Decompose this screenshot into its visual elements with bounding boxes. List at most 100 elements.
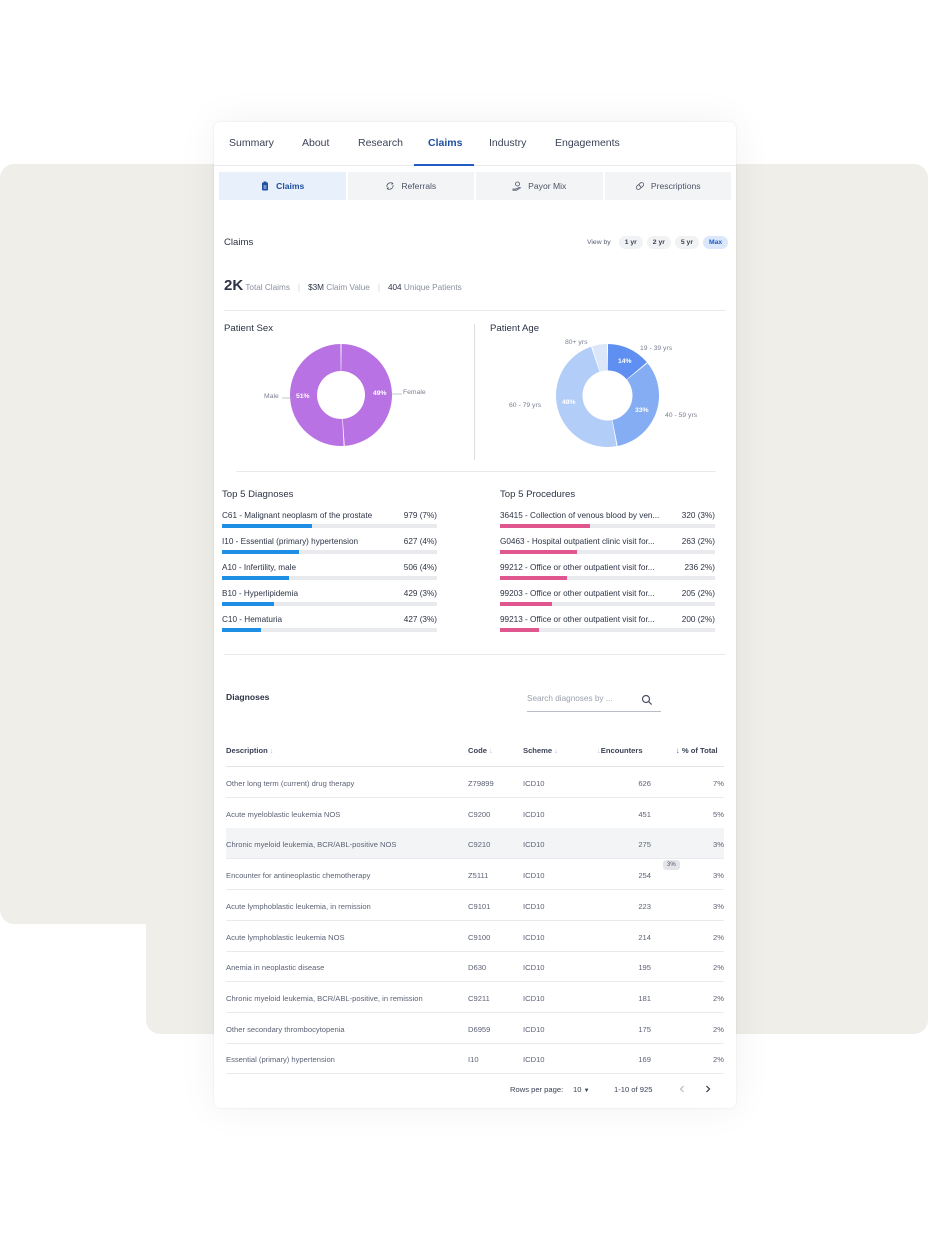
age-40-59-label: 40 - 59 yrs bbox=[665, 412, 698, 419]
procedure-value: 200 (2%) bbox=[681, 615, 715, 624]
procedure-row[interactable]: 36415 - Collection of venous blood by ve… bbox=[500, 511, 715, 537]
diagnosis-row[interactable]: C61 - Malignant neoplasm of the prostate… bbox=[222, 511, 437, 537]
col-description-label: Description bbox=[226, 746, 268, 755]
table-row[interactable]: Acute lymphoblastic leukemia, in remissi… bbox=[226, 890, 724, 921]
diagnosis-label: A10 - Infertility, male bbox=[222, 563, 297, 572]
col-pct-total[interactable]: ↓ % of Total bbox=[674, 746, 718, 755]
search-icon[interactable] bbox=[641, 694, 653, 706]
table-row[interactable]: Other long term (current) drug therapy Z7… bbox=[226, 767, 724, 798]
age-19-39-pct: 14% bbox=[618, 358, 632, 365]
col-scheme-label: Scheme bbox=[523, 746, 553, 755]
diagnosis-value: 627 (4%) bbox=[403, 537, 437, 546]
procedure-label: G0463 - Hospital outpatient clinic visit… bbox=[500, 537, 655, 546]
procedure-bar-fill bbox=[500, 550, 578, 554]
age-slice-0[interactable] bbox=[607, 344, 647, 380]
cell-code: C9100 bbox=[468, 932, 491, 942]
cell-description: Other secondary thrombocytopenia bbox=[226, 1024, 345, 1034]
subtab-payor-mix-label: Payor Mix bbox=[528, 181, 567, 191]
claim-value-label: Claim Value bbox=[326, 283, 370, 292]
table-row[interactable]: Chronic myeloid leukemia, BCR/ABL-positi… bbox=[226, 828, 724, 860]
diagnosis-bar-track bbox=[222, 628, 437, 632]
cell-code: Z5111 bbox=[468, 871, 489, 881]
view-by-2yr[interactable]: 2 yr bbox=[646, 236, 671, 249]
age-slice-1[interactable] bbox=[612, 363, 659, 446]
tab-industry[interactable]: Industry bbox=[489, 137, 527, 149]
table-row[interactable]: Acute myeloblastic leukemia NOS C9200 ICD1… bbox=[226, 798, 724, 829]
claim-value: $3M bbox=[308, 283, 324, 292]
chevron-down-icon: ▼ bbox=[583, 1088, 590, 1094]
tab-research[interactable]: Research bbox=[358, 137, 403, 149]
view-by-5yr[interactable]: 5 yr bbox=[674, 236, 699, 249]
diagnosis-bar-track bbox=[222, 576, 437, 580]
cell-scheme: ICD10 bbox=[523, 932, 545, 942]
prev-page-button[interactable] bbox=[674, 1081, 690, 1097]
col-encounters[interactable]: ↓Encounters bbox=[595, 746, 643, 755]
top-diagnoses-title: Top 5 Diagnoses bbox=[222, 489, 294, 500]
diagnosis-bar-track bbox=[222, 550, 437, 554]
unique-patients-label: Unique Patients bbox=[403, 283, 462, 292]
col-pct-total-label: % of Total bbox=[681, 746, 718, 755]
procedure-bar-track bbox=[500, 524, 715, 528]
rows-per-page-value: 10 bbox=[573, 1085, 582, 1094]
diagnosis-row[interactable]: I10 - Essential (primary) hypertension 62… bbox=[222, 537, 437, 563]
next-page-button[interactable] bbox=[700, 1081, 716, 1097]
procedure-row[interactable]: 99212 - Office or other outpatient visit… bbox=[500, 563, 715, 589]
table-row[interactable]: Encounter for antineoplastic chemotherap… bbox=[226, 859, 724, 891]
view-by-1yr[interactable]: 1 yr bbox=[618, 236, 643, 249]
col-description[interactable]: Description ↓ bbox=[226, 746, 274, 755]
female-label: Female bbox=[403, 389, 426, 396]
tab-about[interactable]: About bbox=[302, 137, 330, 149]
subtab-prescriptions[interactable]: Prescriptions bbox=[604, 172, 731, 200]
top-procedures-title: Top 5 Procedures bbox=[500, 489, 576, 500]
tab-summary[interactable]: Summary bbox=[229, 137, 274, 149]
page-range: 1-10 of 925 bbox=[614, 1085, 653, 1094]
procedure-bar-track bbox=[500, 628, 715, 632]
table-row[interactable]: Acute lymphoblastic leukemia NOS C9100 ICD… bbox=[226, 921, 724, 952]
table-row[interactable]: Anemia in neoplastic disease D630 ICD10 195… bbox=[226, 951, 724, 983]
subtab-claims[interactable]: Claims bbox=[219, 172, 346, 200]
procedure-row[interactable]: 99203 - Office or other outpatient visit… bbox=[500, 589, 715, 615]
patient-sex-title: Patient Sex bbox=[224, 323, 274, 334]
view-by-max[interactable]: Max bbox=[702, 236, 729, 249]
age-slice-3[interactable] bbox=[592, 344, 608, 372]
patient-age-donut bbox=[556, 344, 659, 447]
male-pct: 51% bbox=[296, 393, 310, 400]
rows-per-page-select[interactable]: 10 ▼ bbox=[573, 1085, 590, 1094]
cell-description: Essential (primary) hypertension bbox=[226, 1055, 335, 1065]
diagnosis-bar-fill bbox=[222, 576, 289, 580]
procedure-bar-fill bbox=[500, 524, 591, 528]
col-scheme[interactable]: Scheme ↓ bbox=[523, 746, 558, 755]
tab-claims[interactable]: Claims bbox=[428, 137, 463, 149]
subtab-referrals[interactable]: Referrals bbox=[347, 172, 474, 200]
procedure-bar-track bbox=[500, 550, 715, 554]
diagnosis-row[interactable]: C10 - Hematuria 427 (3%) bbox=[222, 615, 437, 641]
chart-divider bbox=[474, 324, 475, 460]
table-row[interactable]: Chronic myeloid leukemia, BCR/ABL-positi… bbox=[226, 982, 724, 1013]
procedure-label: 99203 - Office or other outpatient visit… bbox=[500, 589, 655, 598]
diagnosis-value: 506 (4%) bbox=[403, 563, 437, 572]
cell-encounters: 214 bbox=[638, 932, 651, 942]
search-input[interactable] bbox=[527, 694, 635, 703]
total-claims-label: Total Claims bbox=[245, 283, 290, 292]
col-code[interactable]: Code ↓ bbox=[468, 746, 493, 755]
sex-slice-0[interactable] bbox=[341, 344, 392, 446]
procedure-value: 320 (3%) bbox=[681, 511, 715, 520]
chevron-right-icon bbox=[706, 1085, 711, 1093]
diagnosis-row[interactable]: A10 - Infertility, male 506 (4%) bbox=[222, 563, 437, 589]
tab-engagements[interactable]: Engagements bbox=[555, 137, 620, 149]
cell-scheme: ICD10 bbox=[523, 871, 545, 881]
table-row[interactable]: Other secondary thrombocytopenia D6959 ICD… bbox=[226, 1013, 724, 1044]
cell-pct: 2% bbox=[713, 963, 724, 973]
table-row[interactable]: Essential (primary) hypertension I10 ICD10… bbox=[226, 1043, 724, 1075]
cell-scheme: ICD10 bbox=[523, 840, 545, 850]
diagnosis-row[interactable]: B10 - Hyperlipidemia 429 (3%) bbox=[222, 589, 437, 615]
procedure-value: 236 2%) bbox=[684, 563, 716, 572]
sex-slice-1[interactable] bbox=[290, 344, 344, 446]
procedure-row[interactable]: G0463 - Hospital outpatient clinic visit… bbox=[500, 537, 715, 563]
procedure-row[interactable]: 99213 - Office or other outpatient visit… bbox=[500, 615, 715, 641]
diagnosis-bar-fill bbox=[222, 602, 274, 606]
divider bbox=[236, 471, 716, 472]
subtab-payor-mix[interactable]: Payor Mix bbox=[476, 172, 603, 200]
age-slice-2[interactable] bbox=[556, 346, 617, 447]
table-header: Description ↓ Code ↓ Scheme ↓ ↓Encounters ↓… bbox=[226, 736, 724, 767]
